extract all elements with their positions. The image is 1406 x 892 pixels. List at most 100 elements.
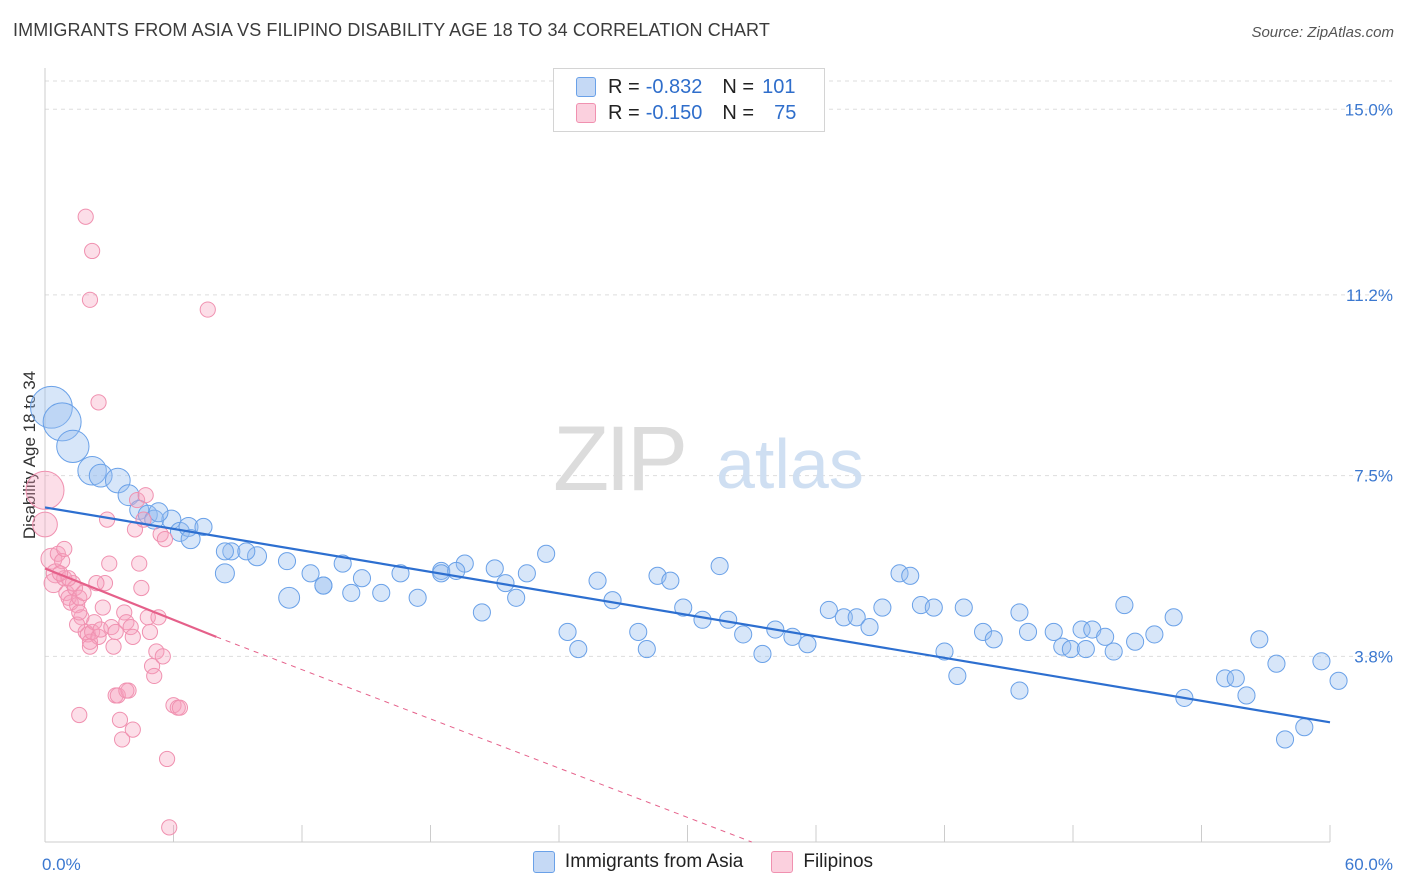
data-point xyxy=(77,456,107,486)
data-point xyxy=(1295,718,1314,737)
data-point xyxy=(77,208,94,225)
data-point xyxy=(154,648,171,665)
data-point xyxy=(247,546,268,567)
data-point xyxy=(948,666,967,685)
data-point xyxy=(81,638,99,655)
legend-swatch-asia xyxy=(532,851,555,873)
data-point xyxy=(94,599,111,616)
data-point xyxy=(472,603,491,622)
data-point xyxy=(984,630,1003,649)
data-point xyxy=(1115,596,1134,615)
data-point xyxy=(96,575,114,592)
data-point xyxy=(105,638,122,655)
data-point xyxy=(69,616,86,633)
data-point xyxy=(974,622,993,642)
data-point xyxy=(101,555,118,572)
trend-lines xyxy=(44,506,1331,843)
data-point xyxy=(408,588,427,607)
data-point xyxy=(141,623,159,641)
source-label: Source: ZipAtlas.com xyxy=(1251,24,1394,41)
data-point xyxy=(372,583,391,602)
correlation-legend: R = -0.832 N = 101 R = -0.150 N = 75 xyxy=(553,68,825,132)
data-point xyxy=(25,470,65,510)
data-point xyxy=(277,552,297,571)
data-point xyxy=(1104,642,1123,661)
data-point xyxy=(873,598,892,617)
legend-row-filipinos: R = -0.150 N = 75 xyxy=(576,101,796,125)
data-point xyxy=(56,540,73,558)
data-point xyxy=(156,531,174,548)
data-point xyxy=(278,586,301,609)
data-point xyxy=(214,563,235,584)
data-point xyxy=(352,569,372,588)
data-point xyxy=(507,588,526,607)
data-point xyxy=(391,564,410,583)
trend-line-asia xyxy=(44,506,1331,724)
data-point xyxy=(798,635,817,654)
data-point xyxy=(1061,640,1080,659)
data-point xyxy=(56,429,90,463)
data-point xyxy=(537,544,556,563)
watermark: ZIP atlas xyxy=(553,408,864,510)
data-point xyxy=(122,618,139,636)
data-point xyxy=(1010,681,1029,700)
series-legend: Immigrants from Asia Filipinos xyxy=(0,851,1406,873)
data-point xyxy=(333,554,352,573)
data-point xyxy=(75,584,92,601)
data-point xyxy=(128,491,146,509)
data-point xyxy=(1010,603,1029,622)
data-point xyxy=(111,711,129,728)
data-point xyxy=(1164,608,1183,627)
data-point xyxy=(180,529,201,550)
data-point xyxy=(1145,625,1164,644)
data-point xyxy=(118,614,135,631)
series-immigrants-from-asia xyxy=(30,385,1348,749)
data-point xyxy=(1226,669,1245,688)
legend-swatch-asia xyxy=(576,77,596,97)
data-point xyxy=(1126,632,1145,651)
data-point xyxy=(158,750,176,768)
data-point xyxy=(693,610,712,629)
data-point xyxy=(42,402,82,442)
data-point xyxy=(1076,640,1095,659)
data-point xyxy=(890,564,909,583)
data-point xyxy=(133,579,150,597)
r-value: -0.832 xyxy=(645,75,703,98)
y-tick-label: 15.0% xyxy=(1345,100,1393,119)
data-point xyxy=(104,467,131,494)
data-point xyxy=(1250,630,1269,649)
x-tick-label: 60.0% xyxy=(1345,855,1393,874)
legend-row-asia: R = -0.832 N = 101 xyxy=(576,75,795,99)
data-point xyxy=(124,628,141,645)
data-point xyxy=(1018,622,1038,642)
data-point xyxy=(237,542,256,561)
legend-label-asia: Immigrants from Asia xyxy=(564,851,744,872)
data-point xyxy=(124,721,141,738)
data-point xyxy=(103,618,120,636)
n-label: N = xyxy=(722,75,755,98)
data-point xyxy=(1312,652,1331,671)
data-point xyxy=(148,502,169,523)
data-point xyxy=(116,604,133,621)
data-point xyxy=(1275,730,1295,749)
watermark-atlas: atlas xyxy=(716,425,864,503)
data-point xyxy=(30,385,73,429)
data-point xyxy=(32,511,58,538)
data-point xyxy=(81,633,99,650)
data-point xyxy=(753,644,772,663)
data-point xyxy=(90,394,107,411)
trend-extension-filipinos xyxy=(216,636,752,843)
legend-item-filipinos: Filipinos xyxy=(771,851,873,873)
data-point xyxy=(194,517,213,536)
watermark-zip: ZIP xyxy=(553,408,684,510)
legend-swatch-filipinos xyxy=(576,103,596,123)
data-point xyxy=(342,583,361,602)
tick-labels: 3.8% 7.5% 11.2% 15.0% 0.0% 60.0% xyxy=(42,100,1393,874)
data-point xyxy=(131,555,148,572)
data-point xyxy=(834,608,853,627)
data-point xyxy=(1072,620,1091,639)
trend-line-filipinos xyxy=(44,567,217,638)
n-value: 101 xyxy=(762,75,796,98)
legend-item-asia: Immigrants from Asia xyxy=(532,851,744,873)
data-point xyxy=(637,640,656,659)
